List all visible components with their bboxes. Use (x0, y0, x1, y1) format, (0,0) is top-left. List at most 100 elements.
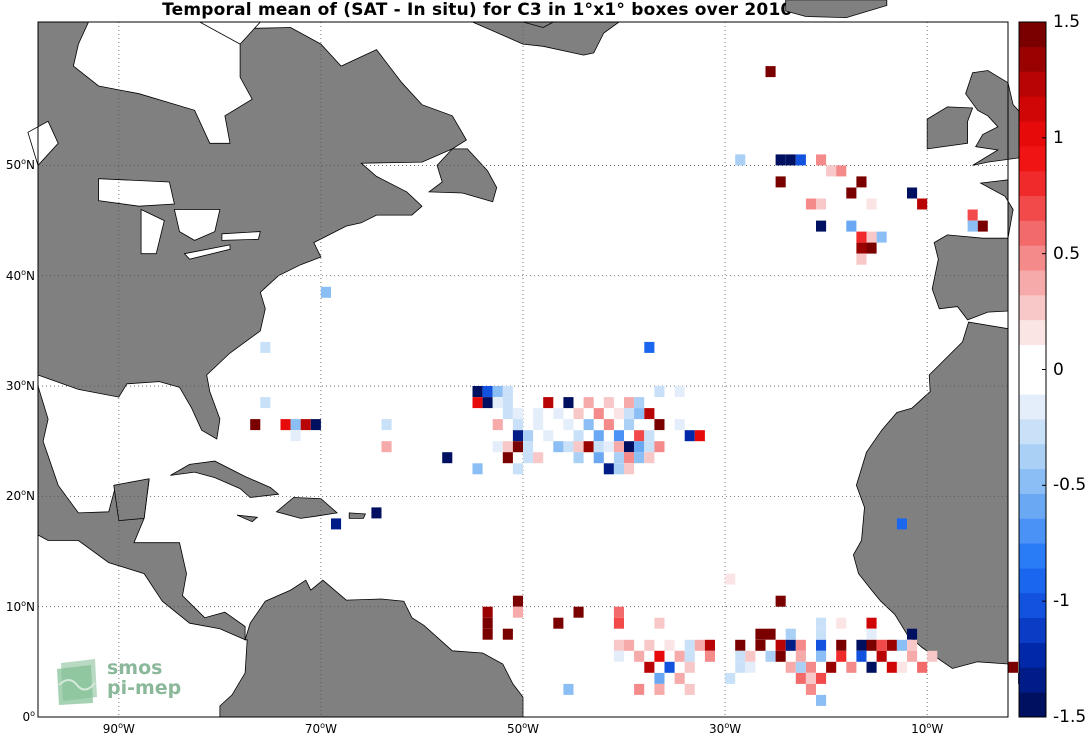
data-cell (573, 430, 584, 442)
data-cell (664, 639, 675, 651)
colorbar-segment (1019, 96, 1046, 122)
data-cell (644, 341, 655, 353)
colorbar-segment (1019, 667, 1046, 693)
colorbar-segment (1019, 543, 1046, 569)
lake-1 (140, 208, 165, 255)
data-cell (563, 441, 574, 453)
data-cell (603, 397, 614, 409)
data-cell (826, 661, 837, 673)
data-cell (907, 639, 918, 651)
data-cell (442, 452, 453, 464)
data-cell (765, 628, 776, 640)
data-cell (654, 650, 665, 662)
data-cell (836, 165, 847, 177)
colorbar-segment (1019, 642, 1046, 668)
data-cell (613, 452, 624, 464)
data-cell (290, 419, 301, 431)
data-cell (684, 639, 695, 651)
newfoundland (427, 148, 498, 203)
data-cell (896, 639, 907, 651)
colorbar-segment (1019, 518, 1046, 544)
lat-tick-label: 50oN (5, 157, 35, 173)
colorbar-segment (1019, 344, 1046, 370)
data-cell (856, 639, 867, 651)
data-cell (502, 408, 513, 420)
data-cell (523, 452, 534, 464)
data-cell (654, 672, 665, 684)
data-cell (371, 507, 382, 519)
cuba (170, 460, 280, 498)
colorbar-tick-label: -1.5 (1053, 707, 1087, 727)
data-cell (634, 430, 645, 442)
data-cell (533, 408, 544, 420)
data-cell (553, 617, 564, 629)
yucatan (113, 478, 150, 522)
data-cell (634, 683, 645, 695)
data-cell (775, 639, 786, 651)
data-cell (482, 386, 493, 397)
data-cell (492, 386, 503, 397)
data-cell (866, 242, 877, 254)
colorbar-segment (1019, 468, 1046, 494)
data-cell (624, 397, 635, 409)
colorbar (1018, 21, 1047, 718)
jamaica (236, 514, 259, 523)
data-cell (310, 419, 321, 431)
colorbar-segment (1019, 170, 1046, 197)
data-cell (735, 154, 746, 166)
lon-tick-label: 10oW (911, 721, 944, 736)
data-cell (512, 441, 523, 453)
data-cell (603, 463, 614, 475)
data-cell (624, 452, 635, 464)
data-cell (644, 661, 655, 673)
data-cell (836, 639, 847, 651)
data-cell (613, 617, 624, 629)
data-cell (775, 650, 786, 662)
data-cell (775, 595, 786, 607)
puerto-rico (348, 512, 367, 519)
data-cell (613, 408, 624, 420)
data-cell (492, 441, 503, 453)
data-cell (523, 441, 534, 453)
data-cell (816, 650, 827, 662)
colorbar-segment (1019, 592, 1046, 619)
data-cell (917, 198, 928, 210)
data-cell (634, 408, 645, 420)
data-cell (482, 628, 493, 640)
data-cell (634, 452, 645, 464)
data-cell (775, 176, 786, 188)
data-cell (765, 66, 776, 78)
data-cell (704, 639, 715, 651)
data-cell (684, 661, 695, 673)
data-cell (795, 154, 806, 166)
data-cell (583, 441, 594, 453)
data-cell (533, 419, 544, 431)
data-cell (896, 518, 907, 530)
data-cell (977, 220, 988, 232)
data-cell (563, 683, 574, 695)
data-cell (644, 441, 655, 453)
data-cell (624, 639, 635, 651)
colorbar-tick-label: 1 (1053, 127, 1064, 148)
colorbar-segment (1019, 369, 1046, 395)
colorbar-segment (1019, 220, 1046, 246)
data-cell (907, 628, 918, 640)
data-cell (795, 650, 806, 662)
data-cell (694, 639, 705, 651)
lon-tick-label: 50oW (506, 721, 540, 736)
lon-tick-label: 90oW (102, 721, 135, 736)
data-cell (755, 628, 766, 640)
lon-tick-label: 70oW (304, 721, 337, 736)
data-cell (836, 650, 847, 662)
data-cell (846, 187, 857, 199)
colorbar-segment (1019, 146, 1046, 172)
data-cell (846, 661, 857, 673)
data-cell (866, 231, 877, 243)
lat-tick-label: 20oN (5, 488, 35, 504)
lat-tick-label: 40oN (5, 267, 35, 283)
south-america (219, 579, 524, 718)
data-cell (543, 430, 554, 442)
data-cell (907, 650, 918, 662)
map-frame (37, 21, 1009, 718)
data-cell (624, 441, 635, 453)
